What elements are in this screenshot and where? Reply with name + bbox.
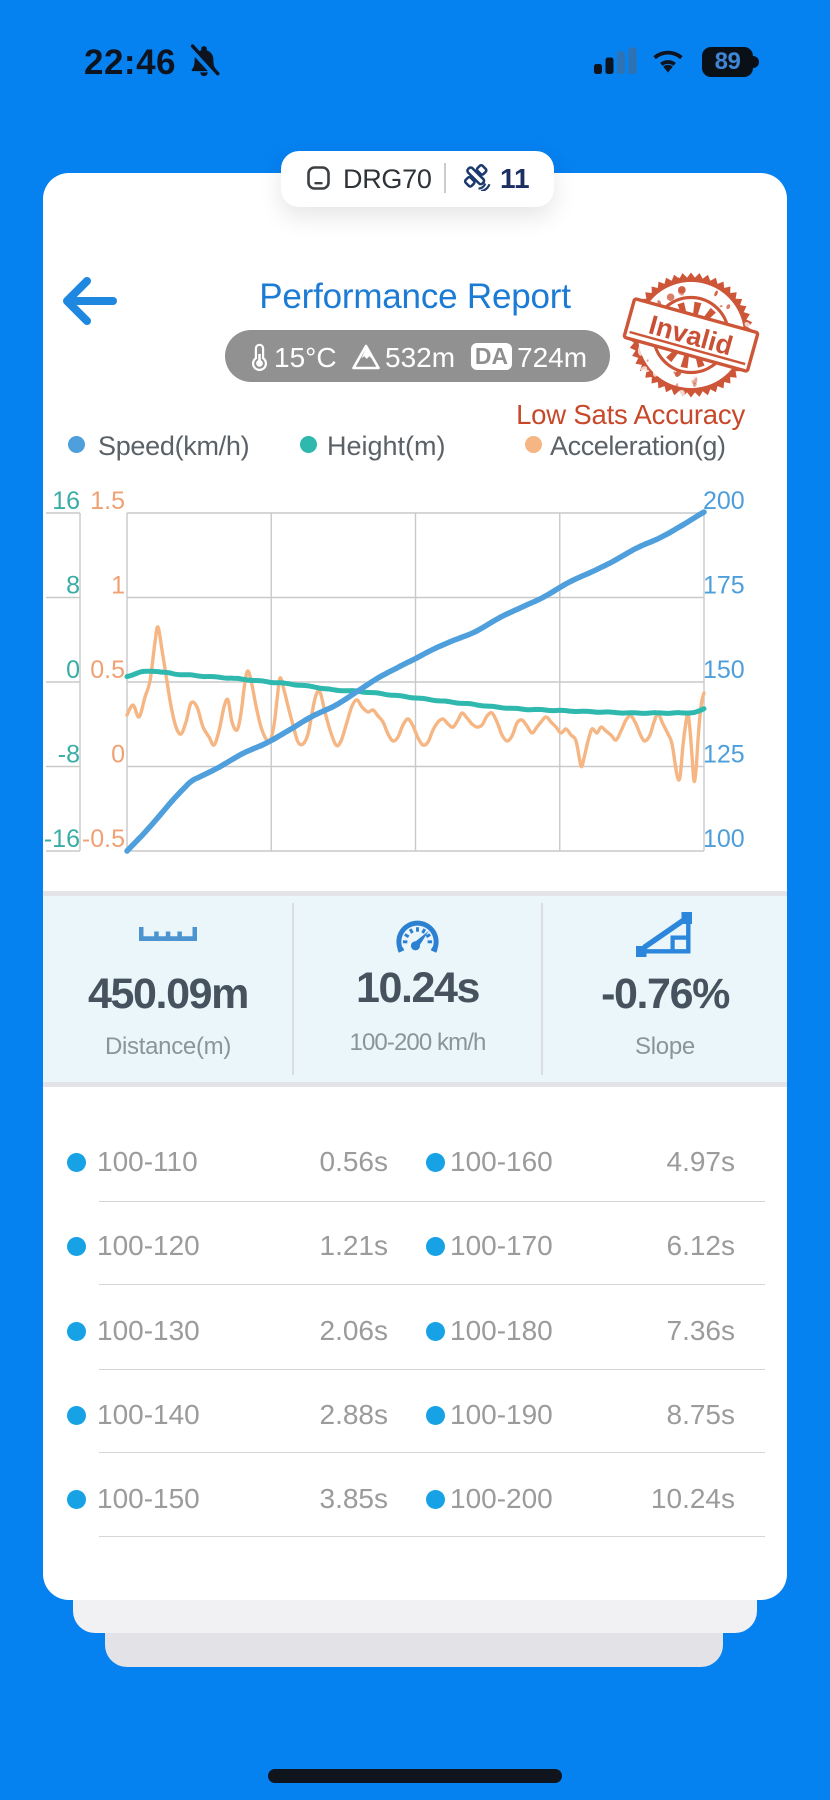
svg-text:16: 16 bbox=[52, 487, 80, 515]
svg-text:-8: -8 bbox=[58, 741, 80, 769]
svg-text:175: 175 bbox=[703, 572, 745, 600]
svg-text:0: 0 bbox=[111, 741, 125, 769]
svg-text:100: 100 bbox=[703, 825, 745, 853]
svg-text:-16: -16 bbox=[44, 825, 80, 853]
svg-text:8: 8 bbox=[66, 572, 80, 600]
svg-text:200: 200 bbox=[703, 487, 745, 515]
svg-text:0.5: 0.5 bbox=[90, 656, 125, 684]
svg-text:1.5: 1.5 bbox=[90, 487, 125, 515]
svg-text:1: 1 bbox=[111, 572, 125, 600]
svg-text:150: 150 bbox=[703, 656, 745, 684]
svg-text:-0.5: -0.5 bbox=[82, 825, 125, 853]
svg-text:125: 125 bbox=[703, 741, 745, 769]
svg-text:0: 0 bbox=[66, 656, 80, 684]
